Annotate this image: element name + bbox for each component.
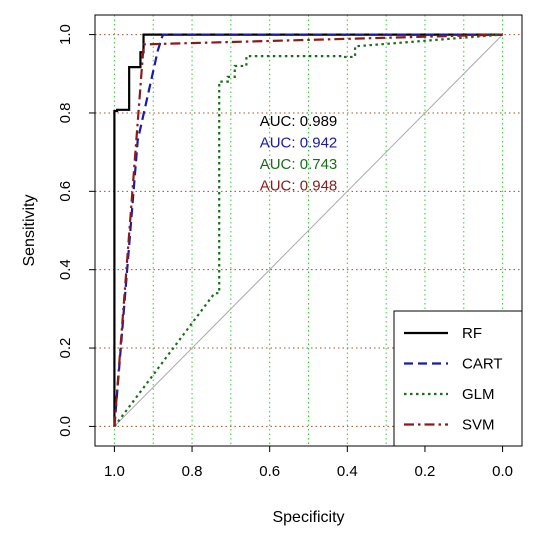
y-tick-label: 0.6 xyxy=(57,181,74,202)
series-lines xyxy=(113,33,503,428)
x-tick-label: 0.0 xyxy=(492,463,513,480)
y-tick-label: 0.2 xyxy=(57,338,74,359)
x-axis: 1.0 0.8 0.6 0.4 0.2 0.0 xyxy=(104,446,513,480)
y-tick-label: 1.0 xyxy=(57,24,74,45)
auc-label: AUC: 0.743 xyxy=(260,156,338,173)
legend-label: CART xyxy=(462,356,503,373)
x-axis-title: Specificity xyxy=(272,509,344,526)
y-tick-label: 0.4 xyxy=(57,259,74,280)
legend-label: SVM xyxy=(462,417,495,434)
series-line-rf xyxy=(113,33,503,427)
y-axis-title: Sensitivity xyxy=(21,194,38,266)
series-line-cart xyxy=(113,33,503,427)
auc-label: AUC: 0.948 xyxy=(260,178,338,195)
x-tick-label: 1.0 xyxy=(104,463,125,480)
series-line-glm xyxy=(113,33,503,428)
legend-label: RF xyxy=(462,325,482,342)
plot-frame xyxy=(94,14,523,447)
y-tick-label: 0.0 xyxy=(57,416,74,437)
series-line-svm xyxy=(113,33,503,427)
legend-label: GLM xyxy=(462,386,495,403)
auc-annotations: AUC: 0.989 AUC: 0.942 AUC: 0.743 AUC: 0.948 xyxy=(260,113,338,195)
x-tick-label: 0.8 xyxy=(182,463,203,480)
x-tick-label: 0.4 xyxy=(337,463,358,480)
auc-label: AUC: 0.989 xyxy=(260,113,338,130)
legend-box xyxy=(393,310,523,447)
x-tick-label: 0.2 xyxy=(415,463,436,480)
auc-label: AUC: 0.942 xyxy=(260,135,338,152)
reference-diagonal xyxy=(114,34,503,427)
y-tick-label: 0.8 xyxy=(57,103,74,124)
x-tick-label: 0.6 xyxy=(259,463,280,480)
y-axis: 0.0 0.2 0.4 0.6 0.8 1.0 xyxy=(57,24,95,437)
legend: RF CART GLM SVM xyxy=(393,310,523,447)
